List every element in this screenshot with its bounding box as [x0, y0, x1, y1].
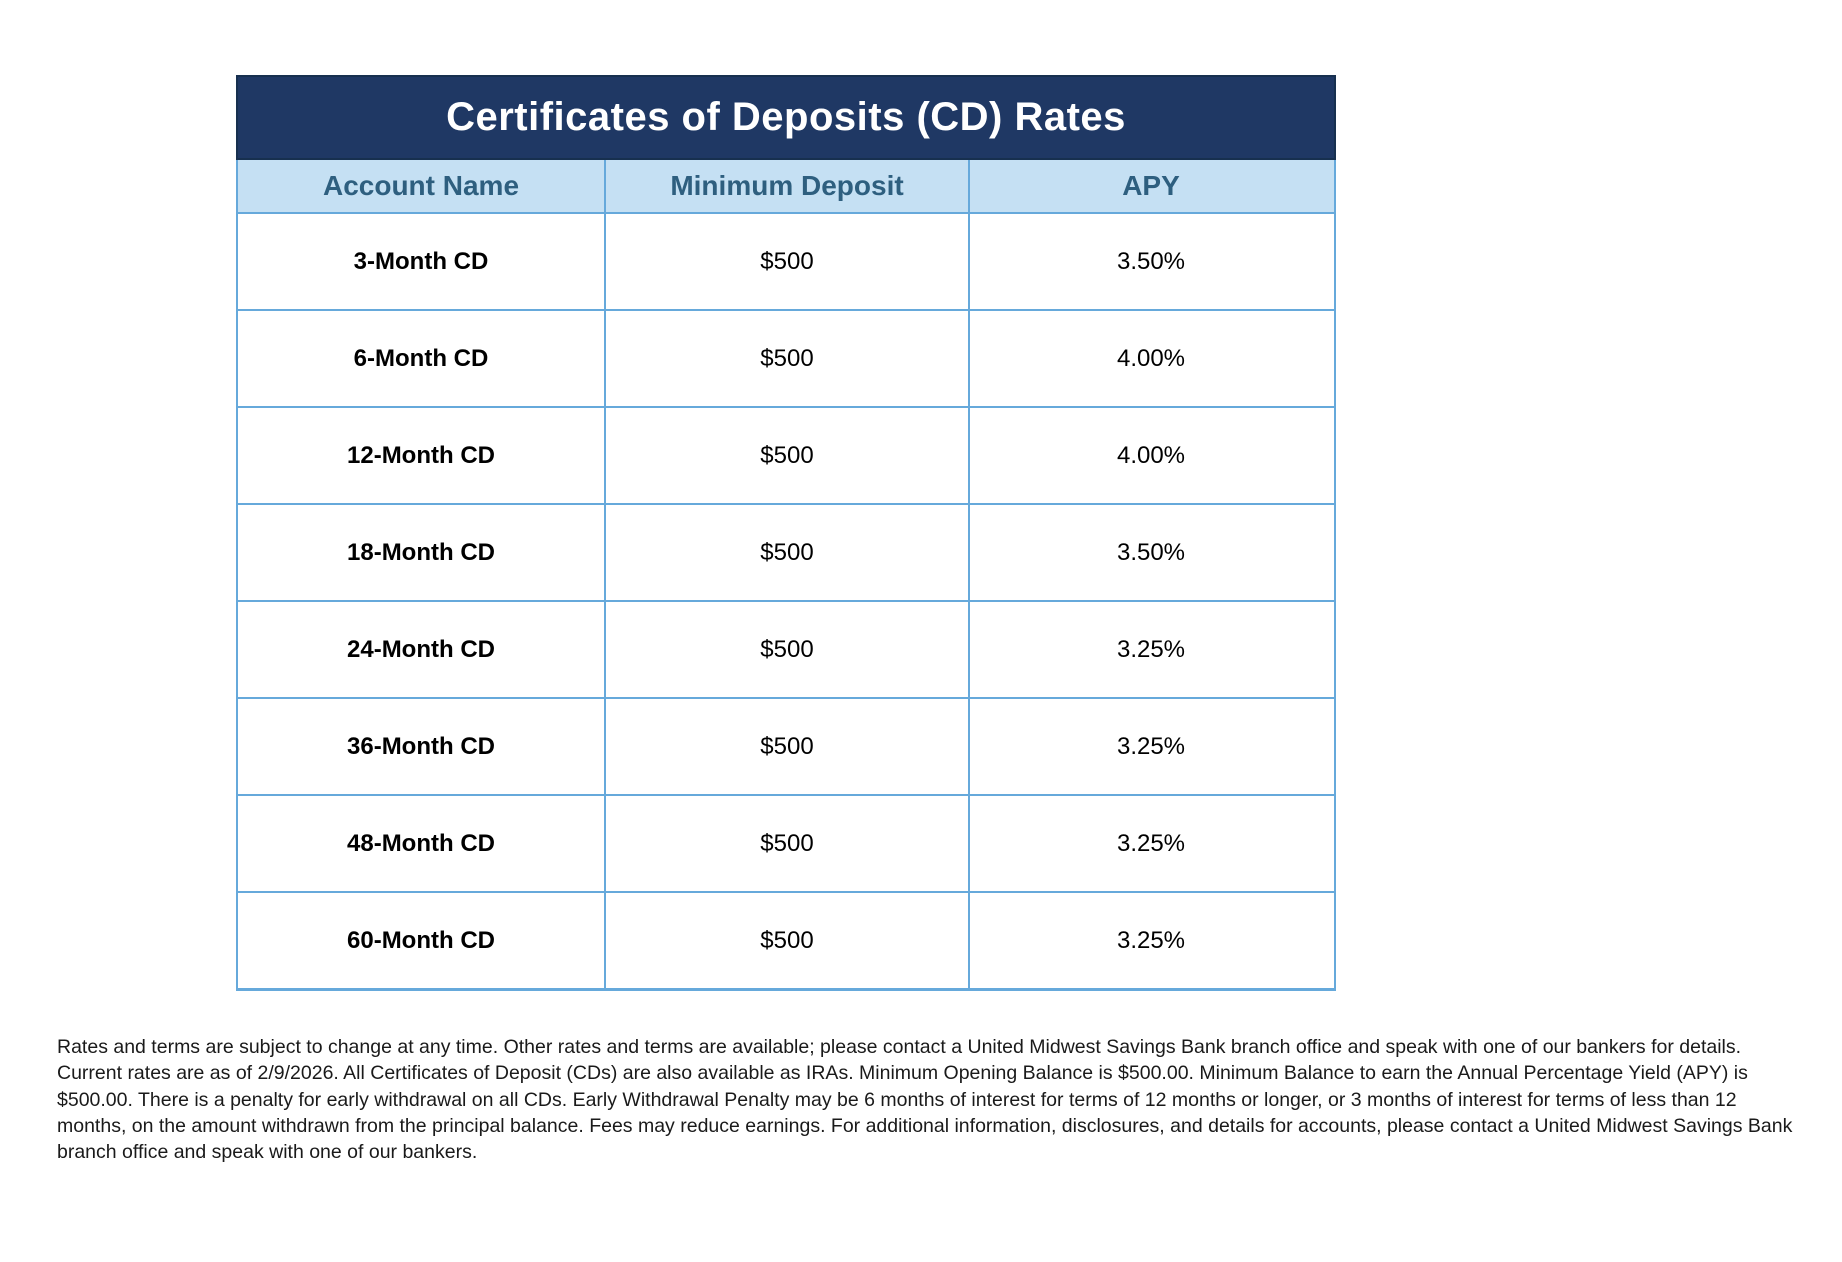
account-name-cell: 12-Month CD	[238, 408, 606, 503]
apy-cell: 3.25%	[1116, 732, 1186, 760]
apy-cell: 4.00%	[1116, 441, 1186, 469]
table-row: 18-Month CD $500 3.50%	[238, 503, 1334, 600]
table-row: 6-Month CD $500 4.00%	[238, 309, 1334, 406]
account-name-cell: 3-Month CD	[238, 214, 606, 309]
minimum-deposit-cell: $500	[606, 893, 970, 988]
apy-cell: 3.50%	[1116, 247, 1186, 275]
header-row: Account Name Minimum Deposit APY	[238, 160, 1334, 212]
column-header-account-name: Account Name	[238, 160, 606, 212]
table-row: 48-Month CD $500 3.25%	[238, 794, 1334, 891]
minimum-deposit-cell: $500	[606, 505, 970, 600]
disclaimer-text: Rates and terms are subject to change at…	[57, 1036, 1793, 1164]
column-header-minimum-deposit: Minimum Deposit	[606, 160, 970, 212]
minimum-deposit-cell: $500	[606, 408, 970, 503]
table-title: Certificates of Deposits (CD) Rates	[446, 95, 1126, 139]
account-name-cell: 36-Month CD	[238, 699, 606, 794]
table-row: 3-Month CD $500 3.50%	[238, 212, 1334, 309]
minimum-deposit-cell: $500	[606, 214, 970, 309]
apy-cell: 4.00%	[1116, 344, 1186, 372]
table-title-bar: Certificates of Deposits (CD) Rates	[236, 75, 1336, 160]
account-name-cell: 48-Month CD	[238, 796, 606, 891]
table-row: 12-Month CD $500 4.00%	[238, 406, 1334, 503]
account-name-cell: 24-Month CD	[238, 602, 606, 697]
apy-cell: 3.25%	[1116, 829, 1186, 857]
account-name-cell: 6-Month CD	[238, 311, 606, 406]
table-row: 60-Month CD $500 3.25%	[238, 891, 1334, 988]
account-name-cell: 18-Month CD	[238, 505, 606, 600]
table-row: 24-Month CD $500 3.25%	[238, 600, 1334, 697]
apy-cell: 3.25%	[1116, 926, 1186, 954]
rates-grid: Account Name Minimum Deposit APY 3-Month…	[236, 160, 1336, 991]
apy-cell: 3.25%	[1116, 635, 1186, 663]
minimum-deposit-cell: $500	[606, 311, 970, 406]
account-name-cell: 60-Month CD	[238, 893, 606, 988]
minimum-deposit-cell: $500	[606, 796, 970, 891]
table-body: 3-Month CD $500 3.50% 6-Month CD $500 4.…	[238, 212, 1334, 988]
minimum-deposit-cell: $500	[606, 699, 970, 794]
minimum-deposit-cell: $500	[606, 602, 970, 697]
column-header-apy: APY	[1122, 170, 1180, 201]
cd-rates-table: Certificates of Deposits (CD) Rates Acco…	[236, 75, 1336, 991]
apy-cell: 3.50%	[1116, 538, 1186, 566]
table-row: 36-Month CD $500 3.25%	[238, 697, 1334, 794]
